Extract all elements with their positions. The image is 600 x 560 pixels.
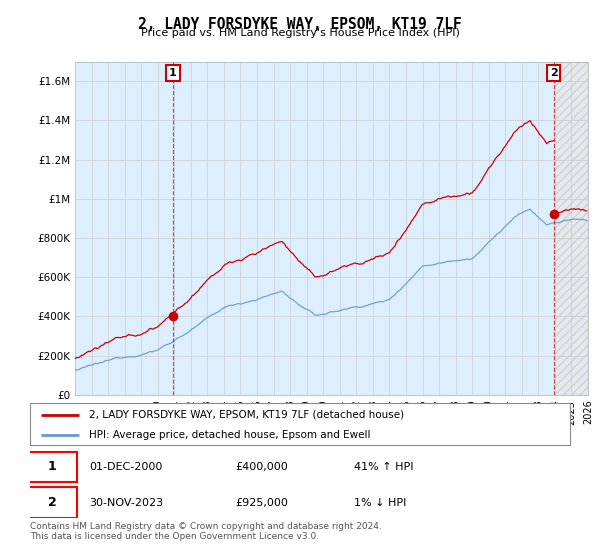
Text: Price paid vs. HM Land Registry's House Price Index (HPI): Price paid vs. HM Land Registry's House … (140, 28, 460, 38)
Text: 2: 2 (48, 496, 56, 509)
Text: £925,000: £925,000 (235, 498, 288, 507)
Text: Contains HM Land Registry data © Crown copyright and database right 2024.
This d: Contains HM Land Registry data © Crown c… (30, 522, 382, 542)
Text: 30-NOV-2023: 30-NOV-2023 (89, 498, 164, 507)
FancyBboxPatch shape (30, 403, 570, 445)
Text: 2, LADY FORSDYKE WAY, EPSOM, KT19 7LF (detached house): 2, LADY FORSDYKE WAY, EPSOM, KT19 7LF (d… (89, 410, 404, 420)
Text: 1% ↓ HPI: 1% ↓ HPI (354, 498, 406, 507)
Text: 1: 1 (48, 460, 56, 473)
FancyBboxPatch shape (28, 451, 77, 482)
Text: 01-DEC-2000: 01-DEC-2000 (89, 462, 163, 472)
FancyBboxPatch shape (28, 487, 77, 518)
Text: 2: 2 (550, 68, 557, 78)
Text: 2, LADY FORSDYKE WAY, EPSOM, KT19 7LF: 2, LADY FORSDYKE WAY, EPSOM, KT19 7LF (138, 17, 462, 32)
Text: 1: 1 (169, 68, 177, 78)
Bar (554, 62, 588, 395)
Text: £400,000: £400,000 (235, 462, 288, 472)
Text: 41% ↑ HPI: 41% ↑ HPI (354, 462, 413, 472)
Bar (554, 62, 588, 395)
Text: HPI: Average price, detached house, Epsom and Ewell: HPI: Average price, detached house, Epso… (89, 430, 371, 440)
